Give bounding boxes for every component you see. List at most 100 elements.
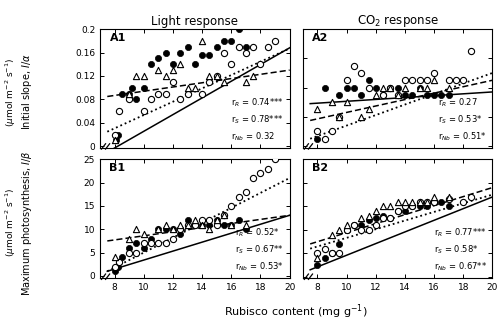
- Point: [314, 255, 322, 261]
- Point: [220, 213, 228, 218]
- Point: [394, 208, 402, 214]
- Point: [466, 194, 474, 200]
- Point: [128, 85, 136, 90]
- Point: [379, 213, 387, 218]
- Point: [364, 85, 372, 90]
- Point: [169, 68, 177, 73]
- Point: [169, 62, 177, 67]
- Point: [271, 38, 279, 43]
- Point: [357, 223, 365, 228]
- Point: [364, 107, 372, 112]
- Point: [350, 85, 358, 90]
- Point: [212, 222, 220, 227]
- Point: [242, 227, 250, 232]
- Text: Initial slope, $I/\alpha$: Initial slope, $I/\alpha$: [20, 54, 34, 130]
- Point: [125, 245, 133, 251]
- Point: [438, 199, 446, 204]
- Point: [242, 50, 250, 55]
- Point: [154, 241, 162, 246]
- Point: [256, 171, 264, 176]
- Point: [212, 44, 220, 49]
- Point: [198, 222, 206, 227]
- Point: [401, 204, 409, 209]
- Point: [242, 222, 250, 227]
- Text: B1: B1: [110, 163, 126, 173]
- Point: [198, 217, 206, 223]
- Point: [314, 129, 322, 134]
- Point: [249, 44, 257, 49]
- Point: [401, 199, 409, 204]
- Point: [444, 194, 452, 200]
- Point: [342, 85, 350, 90]
- Point: [191, 217, 199, 223]
- Point: [423, 92, 431, 98]
- Point: [198, 222, 206, 227]
- Point: [408, 204, 416, 209]
- Point: [154, 227, 162, 232]
- Point: [110, 138, 118, 143]
- Point: [357, 114, 365, 120]
- Point: [394, 208, 402, 214]
- Point: [154, 91, 162, 96]
- Point: [321, 255, 329, 261]
- Point: [423, 85, 431, 90]
- Point: [147, 241, 155, 246]
- Point: [234, 194, 242, 199]
- Text: ($\mu$mol m$^{-2}$ s$^{-1}$): ($\mu$mol m$^{-2}$ s$^{-1}$): [4, 188, 18, 257]
- Point: [125, 97, 133, 102]
- Text: A2: A2: [312, 33, 328, 43]
- Point: [342, 227, 350, 233]
- Point: [234, 217, 242, 223]
- Point: [336, 241, 344, 246]
- Point: [206, 73, 214, 78]
- Text: ($\mu$mol m$^{-2}$ s$^{-1}$): ($\mu$mol m$^{-2}$ s$^{-1}$): [4, 57, 18, 127]
- Point: [357, 227, 365, 233]
- Point: [184, 222, 192, 227]
- Point: [110, 269, 118, 274]
- Point: [212, 217, 220, 223]
- Text: B2: B2: [312, 163, 328, 173]
- Point: [416, 78, 424, 83]
- Point: [264, 166, 272, 171]
- Point: [169, 227, 177, 232]
- Point: [220, 222, 228, 227]
- Point: [342, 78, 350, 83]
- Point: [132, 241, 140, 246]
- Point: [242, 44, 250, 49]
- Point: [416, 85, 424, 90]
- Point: [430, 92, 438, 98]
- Text: r$_R$ = 0.77***
r$_S$ = 0.58*
r$_{Nb}$ = 0.67**: r$_R$ = 0.77*** r$_S$ = 0.58* r$_{Nb}$ =…: [434, 226, 487, 273]
- Point: [198, 53, 206, 58]
- Title: CO$_2$ response: CO$_2$ response: [356, 13, 438, 29]
- Point: [416, 199, 424, 204]
- Point: [357, 215, 365, 221]
- Point: [336, 251, 344, 256]
- Point: [132, 73, 140, 78]
- Point: [176, 231, 184, 236]
- Point: [372, 92, 380, 98]
- Point: [430, 70, 438, 76]
- Point: [342, 99, 350, 105]
- Point: [154, 56, 162, 61]
- Point: [110, 255, 118, 260]
- Point: [191, 62, 199, 67]
- Point: [140, 73, 148, 78]
- Point: [350, 223, 358, 228]
- Point: [110, 132, 118, 137]
- Point: [140, 109, 148, 114]
- Point: [452, 78, 460, 83]
- Point: [125, 91, 133, 96]
- Point: [416, 85, 424, 90]
- Point: [408, 92, 416, 98]
- Point: [191, 222, 199, 227]
- Point: [220, 38, 228, 43]
- Point: [256, 62, 264, 67]
- Point: [271, 157, 279, 162]
- Point: [147, 62, 155, 67]
- Point: [249, 175, 257, 181]
- Point: [357, 70, 365, 76]
- Point: [342, 227, 350, 233]
- Point: [423, 78, 431, 83]
- Point: [140, 245, 148, 251]
- Point: [184, 44, 192, 49]
